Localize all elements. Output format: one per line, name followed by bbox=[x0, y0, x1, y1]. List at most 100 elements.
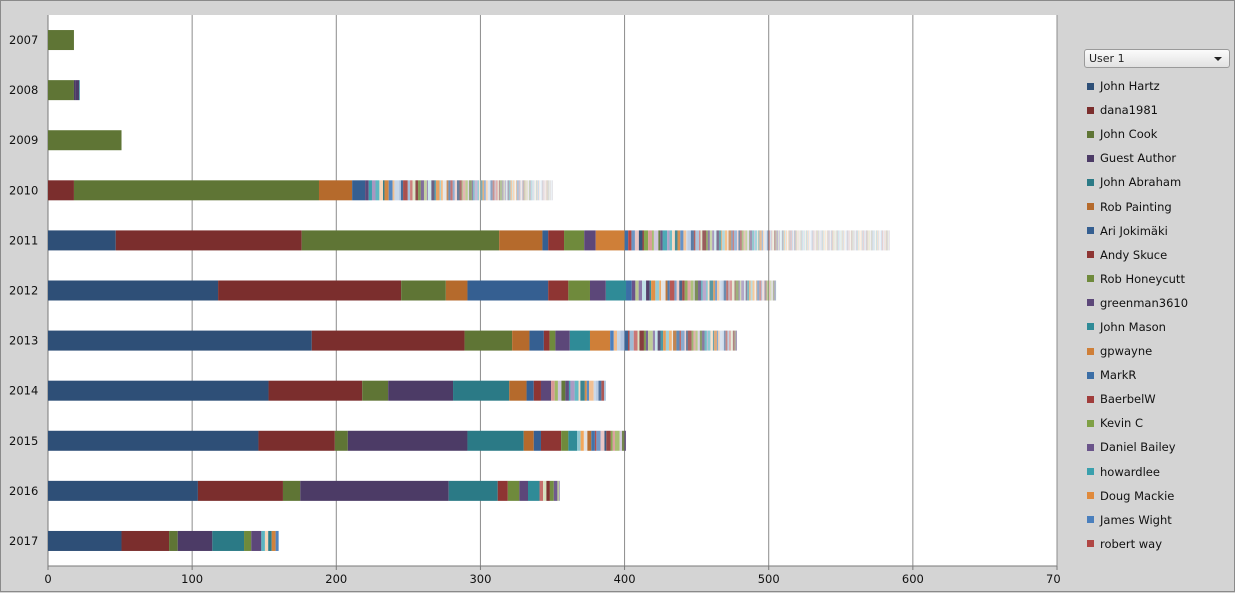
bar-segment-minor-author[interactable] bbox=[823, 230, 825, 251]
bar-segment-minor-author[interactable] bbox=[271, 530, 276, 551]
bar-segment-minor-author[interactable] bbox=[434, 180, 436, 201]
bar-segment-minor-author[interactable] bbox=[695, 330, 698, 351]
bar-segment-minor-author[interactable] bbox=[631, 280, 636, 301]
bar-segment-minor-author[interactable] bbox=[738, 230, 741, 251]
bar-segment-minor-author[interactable] bbox=[665, 280, 668, 301]
bar-segment-minor-author[interactable] bbox=[866, 230, 868, 251]
bar-segment-minor-author[interactable] bbox=[697, 330, 700, 351]
bar-segment-minor-author[interactable] bbox=[743, 230, 746, 251]
bar-segment[interactable] bbox=[48, 380, 269, 401]
bar-segment-minor-author[interactable] bbox=[545, 180, 547, 201]
bar-segment-minor-author[interactable] bbox=[710, 330, 713, 351]
bar-segment[interactable] bbox=[48, 130, 122, 151]
bar-segment[interactable] bbox=[589, 280, 606, 301]
bar-segment-minor-author[interactable] bbox=[508, 180, 511, 201]
bar-segment-minor-author[interactable] bbox=[642, 230, 644, 251]
bar-segment-minor-author[interactable] bbox=[747, 230, 750, 251]
bar-segment-minor-author[interactable] bbox=[400, 180, 404, 201]
bar-segment-minor-author[interactable] bbox=[534, 180, 536, 201]
bar-segment-minor-author[interactable] bbox=[528, 180, 531, 201]
bar-segment-minor-author[interactable] bbox=[490, 180, 493, 201]
bar-segment-minor-author[interactable] bbox=[824, 230, 826, 251]
bar-segment-minor-author[interactable] bbox=[604, 430, 607, 451]
bar-segment-minor-author[interactable] bbox=[809, 230, 811, 251]
chevron-down-icon[interactable] bbox=[1214, 57, 1222, 61]
bar-segment-minor-author[interactable] bbox=[261, 530, 265, 551]
bar-segment-minor-author[interactable] bbox=[649, 280, 652, 301]
bar-segment-minor-author[interactable] bbox=[674, 280, 677, 301]
bar-segment-minor-author[interactable] bbox=[540, 180, 542, 201]
bar-segment-minor-author[interactable] bbox=[375, 180, 380, 201]
bar-segment-minor-author[interactable] bbox=[642, 280, 647, 301]
bar-segment-minor-author[interactable] bbox=[693, 280, 695, 301]
bar-segment[interactable] bbox=[73, 80, 76, 101]
bar-segment-minor-author[interactable] bbox=[612, 430, 615, 451]
bar-segment-minor-author[interactable] bbox=[788, 230, 790, 251]
bar-segment-minor-author[interactable] bbox=[880, 230, 882, 251]
bar-segment-minor-author[interactable] bbox=[677, 230, 681, 251]
bar-segment-minor-author[interactable] bbox=[850, 230, 852, 251]
bar-segment-minor-author[interactable] bbox=[875, 230, 877, 251]
bar-segment-minor-author[interactable] bbox=[812, 230, 814, 251]
bar-segment-minor-author[interactable] bbox=[439, 180, 442, 201]
bar-segment-minor-author[interactable] bbox=[837, 230, 839, 251]
bar-segment-minor-author[interactable] bbox=[392, 180, 395, 201]
bar-segment-minor-author[interactable] bbox=[724, 230, 728, 251]
legend-item[interactable]: John Cook bbox=[1084, 122, 1230, 146]
legend-item[interactable]: Ari Jokimäki bbox=[1084, 219, 1230, 243]
bar-segment-minor-author[interactable] bbox=[861, 230, 863, 251]
bar-segment-minor-author[interactable] bbox=[831, 230, 832, 251]
bar-segment-minor-author[interactable] bbox=[869, 230, 871, 251]
bar-segment-minor-author[interactable] bbox=[756, 280, 758, 301]
legend-item[interactable]: Andy Skuce bbox=[1084, 243, 1230, 267]
bar-segment[interactable] bbox=[251, 530, 262, 551]
bar-segment-minor-author[interactable] bbox=[868, 230, 870, 251]
bar-segment[interactable] bbox=[48, 280, 219, 301]
bar-segment[interactable] bbox=[448, 480, 498, 501]
bar-segment[interactable] bbox=[218, 280, 402, 301]
bar-segment-minor-author[interactable] bbox=[379, 180, 384, 201]
user-dropdown[interactable]: User 1 bbox=[1084, 49, 1230, 68]
bar-segment-minor-author[interactable] bbox=[518, 180, 520, 201]
bar-segment-minor-author[interactable] bbox=[843, 230, 845, 251]
bar-segment[interactable] bbox=[301, 230, 500, 251]
bar-segment-minor-author[interactable] bbox=[757, 280, 760, 301]
bar-segment[interactable] bbox=[542, 230, 549, 251]
bar-segment-minor-author[interactable] bbox=[727, 330, 730, 351]
bar-segment-minor-author[interactable] bbox=[731, 230, 733, 251]
bar-segment[interactable] bbox=[595, 230, 625, 251]
bar-segment-minor-author[interactable] bbox=[706, 230, 708, 251]
bar-segment-minor-author[interactable] bbox=[847, 230, 849, 251]
legend-item[interactable]: Guest Author bbox=[1084, 146, 1230, 170]
bar-segment[interactable] bbox=[48, 330, 312, 351]
bar-segment-minor-author[interactable] bbox=[523, 180, 525, 201]
bar-segment-minor-author[interactable] bbox=[712, 230, 715, 251]
bar-segment-minor-author[interactable] bbox=[877, 230, 879, 251]
bar-segment[interactable] bbox=[177, 530, 213, 551]
bar-segment-minor-author[interactable] bbox=[617, 330, 621, 351]
bar-segment-minor-author[interactable] bbox=[680, 330, 685, 351]
bar-segment-minor-author[interactable] bbox=[775, 230, 777, 251]
bar-segment-minor-author[interactable] bbox=[848, 230, 850, 251]
bar-segment[interactable] bbox=[244, 530, 252, 551]
bar-segment-minor-author[interactable] bbox=[603, 380, 606, 401]
bar-segment-minor-author[interactable] bbox=[860, 230, 862, 251]
bar-segment[interactable] bbox=[549, 330, 556, 351]
bar-segment-minor-author[interactable] bbox=[741, 280, 745, 301]
bar-segment-minor-author[interactable] bbox=[827, 230, 829, 251]
bar-segment-minor-author[interactable] bbox=[394, 180, 399, 201]
bar-segment[interactable] bbox=[48, 480, 198, 501]
bar-segment-minor-author[interactable] bbox=[624, 330, 629, 351]
bar-segment-minor-author[interactable] bbox=[851, 230, 853, 251]
bar-segment[interactable] bbox=[311, 330, 465, 351]
bar-segment[interactable] bbox=[212, 530, 245, 551]
bar-segment-minor-author[interactable] bbox=[865, 230, 867, 251]
bar-segment-minor-author[interactable] bbox=[471, 180, 474, 201]
bar-segment-minor-author[interactable] bbox=[690, 230, 694, 251]
bar-segment-minor-author[interactable] bbox=[452, 180, 455, 201]
bar-segment-minor-author[interactable] bbox=[803, 230, 805, 251]
bar-segment-minor-author[interactable] bbox=[707, 330, 711, 351]
bar-segment-minor-author[interactable] bbox=[467, 180, 470, 201]
bar-segment-minor-author[interactable] bbox=[516, 180, 517, 201]
bar-segment-minor-author[interactable] bbox=[841, 230, 843, 251]
